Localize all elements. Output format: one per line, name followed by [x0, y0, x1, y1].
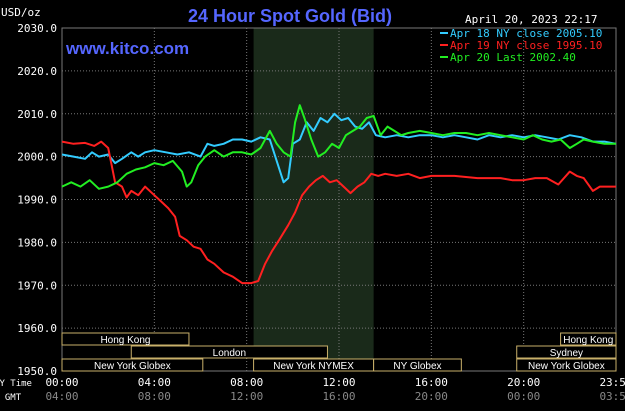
- y-tick-label: 2010.0: [17, 108, 57, 121]
- series-line: [61, 104, 616, 190]
- session-label: Hong Kong: [563, 335, 613, 346]
- y-tick-label: 2030.0: [17, 22, 57, 35]
- session-label: New York Globex: [528, 361, 605, 372]
- x-tick-label-ny: 08:00: [230, 376, 263, 389]
- chart-datetime: April 20, 2023 22:17: [465, 13, 597, 26]
- x-tick-label-gmt: 00:00: [507, 390, 540, 403]
- x-tick-label-gmt: 16:00: [322, 390, 355, 403]
- legend-entry: Apr 19 NY close 1995.10: [450, 39, 602, 52]
- y-tick-label: 1980.0: [17, 236, 57, 249]
- y-axis-ticks: 1950.0 1960.0 1970.0 1980.0 1990.0 2000.0 2010…: [17, 22, 57, 378]
- x-tick-label-gmt: 08:00: [138, 390, 171, 403]
- y-unit-label: USD/oz: [1, 6, 41, 19]
- x-axis-ticks: 00:0004:0004:0008:0008:0012:0012:0016:00…: [45, 376, 625, 403]
- x-tick-label-gmt: 04:00: [45, 390, 78, 403]
- legend-entry: Apr 18 NY close 2005.10: [450, 27, 602, 40]
- y-tick-label: 1960.0: [17, 322, 57, 335]
- y-tick-label: 1970.0: [17, 279, 57, 292]
- x-tick-label-ny: 00:00: [45, 376, 78, 389]
- watermark: www.kitco.com: [65, 39, 189, 58]
- x-tick-label-ny: 20:00: [507, 376, 540, 389]
- y-tick-label: 1950.0: [17, 365, 57, 378]
- session-label: NY Globex: [393, 361, 441, 372]
- x-tick-label-gmt: 03:59: [599, 390, 625, 403]
- x-tick-label-gmt: 12:00: [230, 390, 263, 403]
- chart-title: 24 Hour Spot Gold (Bid): [188, 6, 392, 26]
- session-label: New York NYMEX: [273, 361, 354, 372]
- y-tick-label: 2020.0: [17, 65, 57, 78]
- session-bar: [130, 345, 328, 359]
- y-tick-label: 2000.0: [17, 151, 57, 164]
- session-label: Hong Kong: [100, 335, 150, 346]
- x-tick-label-ny: 23:59: [599, 376, 625, 389]
- session-bar: [61, 332, 190, 346]
- x-tick-label-ny: 04:00: [138, 376, 171, 389]
- session-bar: [560, 332, 617, 346]
- y-tick-label: 1990.0: [17, 194, 57, 207]
- ny-time-label: NY Time: [0, 379, 32, 389]
- x-tick-label-ny: 12:00: [322, 376, 355, 389]
- session-label: London: [213, 348, 246, 359]
- session-label: New York Globex: [94, 361, 171, 372]
- session-bar: [516, 345, 617, 359]
- session-bar: [61, 358, 204, 372]
- legend-entry: Apr 20 Last 2002.40: [450, 51, 576, 64]
- session-bar: [516, 358, 617, 372]
- series-line: [61, 112, 617, 184]
- shaded-session-band: [253, 28, 374, 371]
- gmt-label: GMT: [5, 393, 22, 403]
- series-line: [61, 140, 616, 285]
- session-label: Sydney: [550, 348, 583, 359]
- x-tick-label-gmt: 20:00: [415, 390, 448, 403]
- price-series: [61, 104, 617, 285]
- market-sessions: Hong Kong Hong Kong London Sydney New York G…: [61, 332, 617, 372]
- x-tick-label-ny: 16:00: [415, 376, 448, 389]
- session-bar: [373, 358, 462, 372]
